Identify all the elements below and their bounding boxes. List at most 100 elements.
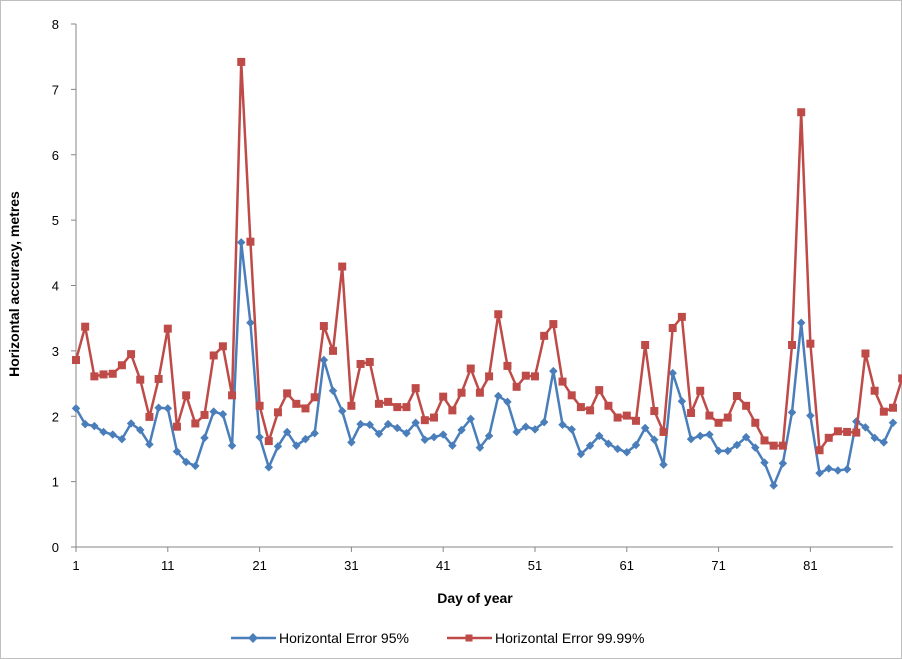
data-point (283, 389, 292, 398)
data-point (448, 406, 457, 415)
data-point (567, 425, 576, 434)
data-point (328, 386, 338, 395)
y-tick-label: 8 (52, 17, 59, 32)
data-point (182, 391, 191, 400)
data-point (705, 430, 714, 439)
data-point (264, 462, 274, 472)
x-axis-ticks: 1 11 21 31 41 51 61 71 81 (72, 547, 818, 573)
data-point (613, 444, 622, 454)
legend-label-series-1: Horizontal Error 95% (279, 630, 409, 646)
data-point (631, 440, 641, 450)
x-tick-label: 31 (344, 558, 358, 573)
data-point (558, 420, 567, 429)
data-point (696, 386, 705, 395)
data-point (72, 356, 80, 365)
data-point (292, 399, 301, 408)
data-point (246, 237, 255, 246)
data-point (255, 401, 264, 410)
data-point (778, 441, 787, 450)
data-point (687, 408, 696, 417)
data-point (824, 464, 833, 473)
data-point (604, 401, 613, 410)
data-point (549, 320, 558, 329)
data-point (246, 318, 255, 328)
data-point (521, 371, 530, 380)
data-point (337, 406, 347, 416)
series-layer (71, 57, 902, 490)
data-point (365, 420, 374, 429)
data-point (494, 310, 503, 319)
data-point (81, 322, 90, 331)
y-tick-label: 3 (52, 344, 59, 359)
data-point (668, 323, 677, 332)
data-point (200, 410, 209, 419)
data-point (329, 346, 338, 355)
data-point (154, 374, 163, 383)
y-tick-label: 1 (52, 475, 59, 490)
data-point (705, 411, 714, 420)
x-tick-label: 61 (620, 558, 634, 573)
data-point (677, 312, 686, 321)
y-tick-label: 5 (52, 213, 59, 228)
data-point (90, 372, 99, 381)
data-point (787, 408, 797, 417)
y-tick-label: 4 (52, 279, 59, 294)
data-point (402, 403, 411, 412)
data-point (861, 423, 870, 432)
data-point (411, 384, 420, 393)
data-point (136, 425, 145, 435)
data-point (677, 396, 687, 406)
data-point (879, 438, 889, 447)
data-point (438, 430, 448, 439)
data-point (236, 238, 246, 247)
data-point (356, 359, 365, 368)
data-point (172, 447, 182, 456)
data-point (760, 458, 769, 467)
data-point (898, 374, 902, 383)
data-point (732, 391, 741, 400)
data-point (108, 369, 117, 378)
data-point (209, 407, 218, 416)
data-point (99, 427, 108, 437)
data-point (833, 427, 842, 436)
data-point (393, 423, 402, 433)
data-point (576, 449, 586, 459)
data-point (264, 437, 273, 446)
data-point (209, 351, 218, 360)
data-point (420, 416, 429, 425)
data-point (797, 108, 806, 117)
data-point (273, 442, 283, 451)
data-point (191, 419, 200, 428)
data-point (503, 361, 512, 370)
data-point (659, 460, 668, 469)
legend-label-series-2: Horizontal Error 99.99% (495, 630, 644, 646)
x-tick-label: 41 (436, 558, 450, 573)
data-point (99, 370, 108, 379)
data-point (512, 382, 521, 391)
data-point (292, 441, 301, 450)
data-point (595, 431, 604, 441)
data-point (888, 418, 898, 428)
data-point (475, 388, 484, 397)
data-point (108, 430, 117, 439)
data-point (815, 468, 824, 478)
x-tick-label: 71 (711, 558, 725, 573)
series-1 (71, 238, 898, 490)
data-point (732, 440, 742, 450)
data-point (172, 422, 181, 431)
data-point (420, 435, 430, 445)
data-point (714, 446, 723, 456)
data-point (181, 457, 191, 467)
data-point (530, 372, 539, 381)
data-point (485, 372, 494, 381)
data-point (595, 386, 604, 395)
data-point (567, 391, 576, 400)
data-point (429, 432, 439, 442)
data-point (760, 436, 769, 445)
data-point (668, 368, 677, 378)
x-tick-label: 11 (161, 558, 175, 573)
data-point (191, 461, 200, 471)
data-point (237, 57, 246, 66)
data-point (622, 411, 631, 420)
data-point (870, 433, 879, 443)
